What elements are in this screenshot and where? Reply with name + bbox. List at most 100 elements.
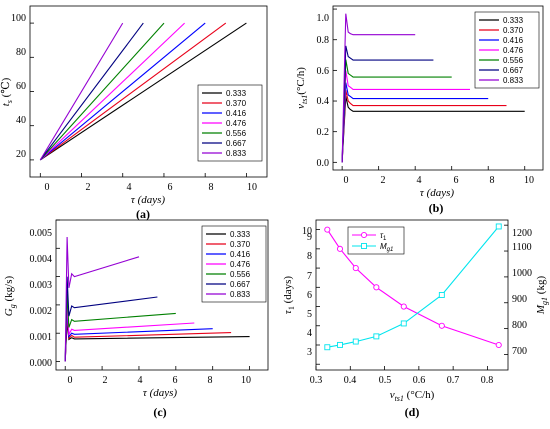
legend-label: 0.416 <box>503 36 524 45</box>
x-tick-label: 0.7 <box>447 375 460 386</box>
x-tick-label: 10 <box>247 182 257 193</box>
legend-label: 0.416 <box>230 250 251 259</box>
legend-label: 0.476 <box>503 46 524 55</box>
legend-label: 0.476 <box>226 119 247 128</box>
series-lines <box>64 236 250 362</box>
y2-tick-label: 900 <box>512 294 527 305</box>
panel-d: 0.3 0.4 0.5 0.6 0.7 0.8 3 4 5 6 7 8 9 10… <box>282 219 549 419</box>
data-point-τ_1 <box>438 322 445 329</box>
y-axis-label: vts1(°C/h) <box>295 67 309 109</box>
panel-c: 0 2 4 6 8 10 0.000 0.001 0.002 0.003 0.0… <box>3 219 269 419</box>
data-point-M_g1 <box>400 320 407 327</box>
legend-label: 0.370 <box>230 240 251 249</box>
x-axis-label: τ (days) <box>131 194 166 206</box>
x-tick-label: 10 <box>524 175 534 186</box>
x-tick-label: 0 <box>68 375 73 386</box>
data-point-τ_1 <box>495 341 502 349</box>
data-point-τ_1 <box>400 303 407 310</box>
series-lines <box>341 13 525 163</box>
x-tick-label: 2 <box>86 182 91 193</box>
legend-label: 0.833 <box>503 76 524 85</box>
series-line-0.416 <box>64 310 213 362</box>
panel-label: (c) <box>153 405 166 419</box>
x-tick-label: 6 <box>454 175 459 186</box>
y-tick-label: 0.4 <box>317 96 330 107</box>
x-tick-label: 0.4 <box>344 375 357 386</box>
x-tick-label: 10 <box>241 375 251 386</box>
legend-label: 0.833 <box>230 290 251 299</box>
x-tick-label: 6 <box>168 182 173 193</box>
y-axis-label: τ1 (days) <box>282 276 296 315</box>
legend-label: 0.667 <box>226 139 247 148</box>
series-line-0.476 <box>341 70 470 163</box>
tick-marks <box>30 22 247 177</box>
series-line-0.556 <box>39 22 165 161</box>
series-line-0.667 <box>64 276 158 362</box>
tick-marks <box>315 224 508 370</box>
plot-frame <box>55 219 269 371</box>
series-line-0.370 <box>341 90 507 163</box>
series-lines <box>324 223 502 351</box>
legend-label-mg1: Mg1 <box>380 242 393 253</box>
x-tick-label: 0 <box>344 175 349 186</box>
x-tick-label: 8 <box>209 182 214 193</box>
y-axis-label: ts (℃) <box>0 77 14 106</box>
x-tick-label: 0.6 <box>413 375 426 386</box>
legend: τ1 Mg1 <box>347 226 405 255</box>
legend-label: 0.667 <box>230 280 251 289</box>
y-tick-label: 0.000 <box>30 358 53 369</box>
x-tick-label: 0 <box>45 182 50 193</box>
y-tick-label: 1.0 <box>317 13 330 24</box>
x-tick-label: 2 <box>381 175 386 186</box>
x-tick-label: 0.5 <box>379 375 392 386</box>
y-tick-label: 5 <box>307 309 312 320</box>
data-point-M_g1 <box>352 338 359 345</box>
data-point-τ_1 <box>336 245 344 252</box>
y2-tick-label: 1000 <box>512 268 532 279</box>
legend-box <box>347 226 405 255</box>
x-tick-label: 4 <box>138 375 143 386</box>
legend-label: 0.667 <box>503 66 524 75</box>
legend-label-tau1: τ1 <box>380 231 387 242</box>
panel-a: 0 2 4 6 8 10 20 40 60 80 100 τ (days) ts… <box>0 5 268 221</box>
y-tick-label: 40 <box>16 115 26 126</box>
x-axis-label: τ (days) <box>143 387 178 399</box>
data-point-M_g1 <box>495 223 502 230</box>
legend-label: 0.333 <box>226 89 247 98</box>
x-axis-label: τ (days) <box>420 187 455 199</box>
x-tick-label: 0.8 <box>481 375 494 386</box>
legend-marker-tau1 <box>360 231 368 239</box>
tick-marks <box>56 219 250 370</box>
series-line-0.667 <box>39 22 144 161</box>
y-tick-label: 0.8 <box>317 35 330 46</box>
x-tick-label: 0.3 <box>310 375 323 386</box>
y2-tick-label: 1100 <box>512 242 532 253</box>
x-tick-label: 8 <box>490 175 495 186</box>
y-tick-label: 0.0 <box>317 158 330 169</box>
legend-label: 0.370 <box>503 26 524 35</box>
panel-b: 0 2 4 6 8 10 0.0 0.2 0.4 0.6 0.8 1.0 τ (… <box>295 5 544 215</box>
y-tick-label: 0.004 <box>30 254 53 265</box>
series-line-0.833 <box>341 13 416 163</box>
y-tick-label: 0.2 <box>317 127 330 138</box>
x-tick-label: 6 <box>173 375 178 386</box>
plot-frame <box>315 219 509 371</box>
legend-marker-mg1 <box>361 243 367 249</box>
data-point-τ_1 <box>324 226 331 233</box>
x-axis-label: vts1 (°C/h) <box>390 389 435 403</box>
legend-label: 0.556 <box>226 129 247 138</box>
y-axis-label: Gg (kg/s) <box>3 275 17 316</box>
panel-label: (d) <box>405 405 420 419</box>
plot-frame <box>332 5 544 171</box>
series-line-0.370 <box>39 22 227 161</box>
tick-marks <box>333 8 526 170</box>
series-line-0.333 <box>341 96 525 163</box>
series-line-0.333 <box>39 22 247 161</box>
legend-label: 0.833 <box>226 149 247 158</box>
series-line-0.416 <box>39 22 206 161</box>
y-tick-label: 60 <box>16 81 26 92</box>
panel-label: (b) <box>429 201 444 215</box>
y-tick-label: 0.005 <box>30 228 53 239</box>
